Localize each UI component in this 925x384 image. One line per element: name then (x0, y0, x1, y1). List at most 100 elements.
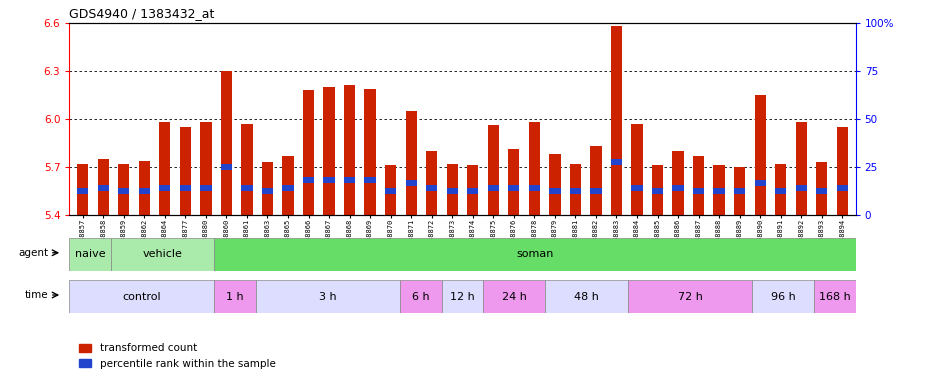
Bar (139, 161, 150, 215)
Text: 48 h: 48 h (574, 291, 599, 302)
Bar (159, 185, 170, 190)
Bar (836, 185, 848, 190)
Bar (262, 188, 273, 194)
Bar (652, 166, 663, 215)
Bar (324, 87, 335, 215)
Text: 24 h: 24 h (501, 291, 526, 302)
Bar (442, 280, 483, 313)
Bar (467, 166, 478, 215)
Text: naive: naive (75, 249, 105, 260)
Text: 3 h: 3 h (319, 291, 337, 302)
Bar (221, 71, 232, 215)
Bar (590, 188, 601, 194)
Bar (628, 280, 752, 313)
Bar (302, 90, 315, 215)
Text: 12 h: 12 h (450, 291, 475, 302)
Bar (752, 280, 814, 313)
Bar (215, 238, 856, 271)
Bar (508, 185, 520, 190)
Bar (179, 127, 191, 215)
Bar (426, 185, 438, 190)
Bar (775, 188, 786, 194)
Text: vehicle: vehicle (142, 249, 182, 260)
Text: 168 h: 168 h (819, 291, 851, 302)
Bar (405, 111, 417, 215)
Bar (672, 185, 684, 190)
Text: 6 h: 6 h (413, 291, 430, 302)
Bar (529, 122, 540, 215)
Bar (529, 185, 540, 190)
Bar (796, 185, 807, 190)
Bar (713, 166, 725, 215)
Bar (426, 151, 438, 215)
Bar (508, 149, 520, 215)
Bar (610, 26, 623, 215)
Text: 96 h: 96 h (771, 291, 796, 302)
Bar (364, 177, 376, 183)
Bar (344, 177, 355, 183)
Bar (255, 280, 401, 313)
Bar (570, 188, 581, 194)
Bar (549, 188, 561, 194)
Bar (836, 127, 848, 215)
Bar (755, 95, 766, 215)
Text: soman: soman (516, 249, 553, 260)
Text: 72 h: 72 h (678, 291, 702, 302)
Bar (713, 188, 725, 194)
Bar (98, 185, 109, 190)
Bar (200, 185, 212, 190)
Bar (282, 156, 293, 215)
Bar (487, 185, 499, 190)
Bar (262, 162, 273, 215)
Bar (734, 188, 746, 194)
Bar (69, 280, 215, 313)
Bar (570, 164, 581, 215)
Bar (487, 126, 499, 215)
Bar (118, 164, 130, 215)
Bar (734, 167, 746, 215)
Bar (693, 188, 704, 194)
Bar (221, 164, 232, 170)
Bar (215, 280, 255, 313)
Bar (447, 164, 458, 215)
Bar (364, 89, 376, 215)
Bar (610, 159, 623, 165)
Bar (816, 188, 827, 194)
Bar (159, 122, 170, 215)
Bar (483, 280, 545, 313)
Bar (77, 164, 89, 215)
Text: agent: agent (18, 248, 49, 258)
Bar (401, 280, 442, 313)
Bar (775, 164, 786, 215)
Bar (139, 188, 150, 194)
Text: control: control (122, 291, 161, 302)
Bar (385, 188, 396, 194)
Bar (672, 151, 684, 215)
Bar (69, 238, 111, 271)
Bar (545, 280, 628, 313)
Bar (693, 156, 704, 215)
Bar (179, 185, 191, 190)
Legend: transformed count, percentile rank within the sample: transformed count, percentile rank withi… (75, 339, 279, 373)
Bar (241, 185, 253, 190)
Bar (118, 188, 130, 194)
Bar (344, 85, 355, 215)
Text: time: time (25, 290, 49, 300)
Bar (467, 188, 478, 194)
Bar (816, 162, 827, 215)
Bar (447, 188, 458, 194)
Bar (796, 122, 807, 215)
Bar (385, 166, 396, 215)
Bar (652, 188, 663, 194)
Bar (632, 124, 643, 215)
Bar (200, 122, 212, 215)
Bar (77, 188, 89, 194)
Bar (98, 159, 109, 215)
Bar (282, 185, 293, 190)
Bar (755, 180, 766, 186)
Bar (302, 177, 315, 183)
Bar (405, 180, 417, 186)
Text: GDS4940 / 1383432_at: GDS4940 / 1383432_at (69, 7, 215, 20)
Bar (111, 238, 215, 271)
Bar (549, 154, 561, 215)
